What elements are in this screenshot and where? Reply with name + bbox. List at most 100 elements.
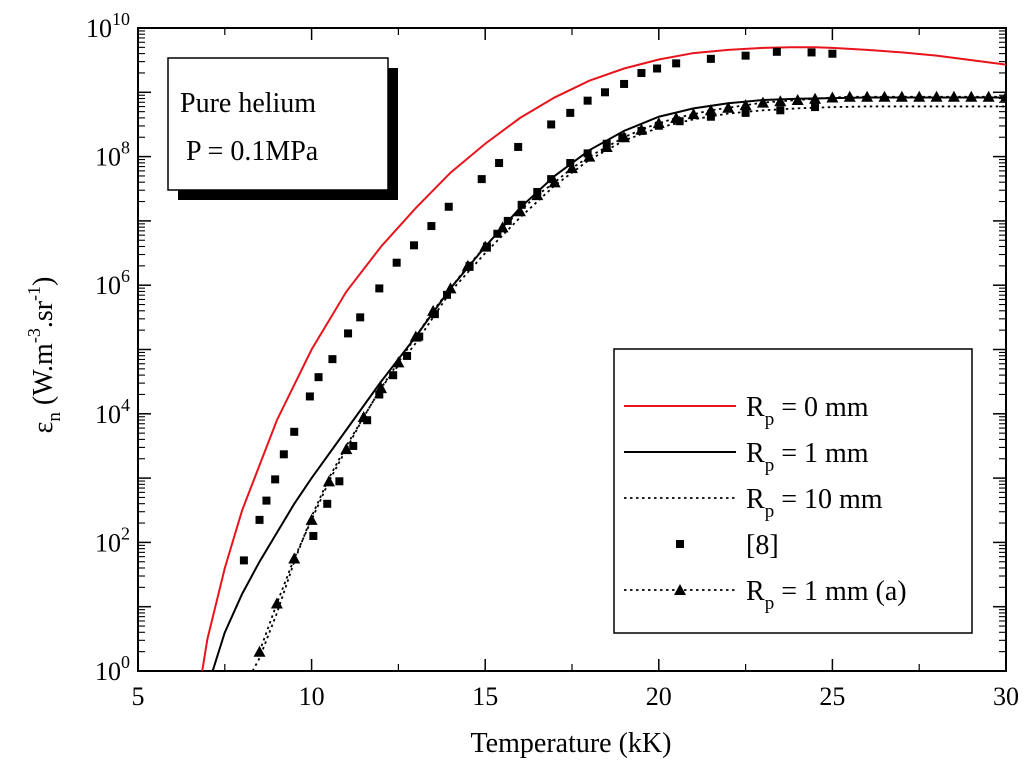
data-point-ref8 xyxy=(653,64,662,73)
data-point-ref8 xyxy=(566,108,575,117)
data-point-rp1a xyxy=(722,101,735,113)
data-point-rp1a xyxy=(652,117,665,129)
data-point-rp1a xyxy=(375,382,388,394)
data-point-rp1a xyxy=(635,123,648,135)
data-point-ref8 xyxy=(290,427,299,436)
data-point-ref8 xyxy=(279,450,288,459)
y-tick-label: 104 xyxy=(95,395,130,429)
legend-label-rest: = 1 mm xyxy=(774,438,869,469)
data-point-rp1a xyxy=(704,104,717,116)
data-point-ref8 xyxy=(547,175,556,184)
data-point-ref8 xyxy=(427,222,436,231)
data-point-ref8 xyxy=(356,313,365,322)
data-point-ref8 xyxy=(410,241,419,250)
legend-item-ref8: [8] xyxy=(676,530,779,561)
data-point-ref8 xyxy=(583,149,592,158)
data-point-ref8 xyxy=(514,142,523,151)
data-point-ref8 xyxy=(776,106,785,115)
data-point-ref8 xyxy=(389,371,398,380)
series-line-rp0 xyxy=(201,46,1006,671)
data-point-rp1a xyxy=(670,112,683,124)
data-point-ref8 xyxy=(637,69,646,78)
legend-item-rp10: Rp = 10 mm xyxy=(624,484,883,522)
x-tick-label: 5 xyxy=(132,682,145,711)
data-point-rp1a xyxy=(305,513,318,525)
data-point-rp1a xyxy=(496,221,509,233)
data-point-ref8 xyxy=(349,441,358,450)
annotation-box: Pure helium P = 0.1MPa xyxy=(167,57,398,200)
y-axis-title: εn (W.m-3.sr-1) xyxy=(24,277,65,434)
data-point-ref8 xyxy=(271,475,280,484)
legend-item-rp1: Rp = 1 mm xyxy=(624,438,869,476)
data-point-ref8 xyxy=(566,159,575,168)
data-point-ref8 xyxy=(403,351,412,360)
y-tick-base: 10 xyxy=(95,271,121,300)
data-point-rp1a xyxy=(583,150,596,162)
data-point-ref8 xyxy=(375,284,384,293)
data-point-ref8 xyxy=(672,59,681,68)
data-point-rp1a xyxy=(756,96,769,108)
data-point-rp1a xyxy=(548,176,561,188)
data-point-ref8 xyxy=(375,390,384,399)
x-tick-label: 15 xyxy=(472,682,498,711)
data-point-ref8 xyxy=(323,499,332,508)
data-point-rp1a xyxy=(409,330,422,342)
data-point-ref8 xyxy=(547,120,556,129)
data-point-ref8 xyxy=(335,477,344,486)
y-tick-exponent: 10 xyxy=(112,9,130,29)
legend-label-main: R xyxy=(746,484,765,515)
data-point-rp1a xyxy=(444,282,457,294)
legend-label-main: R xyxy=(746,392,765,423)
data-point-ref8 xyxy=(772,47,781,56)
y-tick-exponent: 8 xyxy=(121,138,130,158)
data-point-ref8 xyxy=(706,112,715,121)
data-point-ref8 xyxy=(314,373,323,382)
x-tick-label: 25 xyxy=(819,682,845,711)
y-tick-exponent: 6 xyxy=(121,266,130,286)
data-point-rp1a xyxy=(930,90,943,102)
legend-label-rest: = 10 mm xyxy=(774,484,883,515)
data-point-ref8 xyxy=(741,51,750,60)
data-point-ref8 xyxy=(828,49,837,58)
x-tick-label: 30 xyxy=(993,682,1019,711)
legend-marker-ref8 xyxy=(676,540,684,548)
data-point-ref8 xyxy=(262,496,271,505)
data-point-rp1a xyxy=(913,90,926,102)
legend-label-rp0: Rp = 0 mm xyxy=(746,392,869,430)
x-tick-label: 10 xyxy=(299,682,325,711)
data-point-rp1a xyxy=(513,205,526,217)
data-point-ref8 xyxy=(807,48,816,57)
annotation-line1: Pure helium xyxy=(180,88,316,119)
data-point-ref8 xyxy=(443,290,452,299)
data-point-ref8 xyxy=(517,200,526,209)
data-point-rp1a xyxy=(566,162,578,174)
data-point-rp1a xyxy=(357,411,370,423)
data-point-rp1a xyxy=(843,90,856,102)
x-axis-ticks: 5 10 15 20 25 30 xyxy=(132,28,1019,711)
y-tick-label: 1010 xyxy=(86,9,130,43)
legend-label-sub: p xyxy=(765,409,775,430)
y-tick-base: 10 xyxy=(95,143,121,172)
legend-label-rp1: Rp = 1 mm xyxy=(746,438,869,476)
legend-label-sub: p xyxy=(765,501,775,522)
y-tick-exponent: 0 xyxy=(121,652,130,672)
series-rp1a xyxy=(253,90,1006,657)
y-tick-base: 10 xyxy=(95,657,121,686)
y-tick-base: 10 xyxy=(95,528,121,557)
y-tick-exponent: 2 xyxy=(121,523,130,543)
legend-label-main: [8] xyxy=(746,530,779,561)
y-tick-label: 106 xyxy=(95,266,130,300)
legend-label-rest: = 1 mm (a) xyxy=(774,576,906,607)
data-point-rp1a xyxy=(809,92,822,104)
data-point-ref8 xyxy=(444,202,453,211)
data-point-rp1a xyxy=(739,99,752,111)
data-point-ref8 xyxy=(811,103,820,112)
y-tick-label: 100 xyxy=(95,652,130,686)
data-point-ref8 xyxy=(477,175,486,184)
y-tick-exponent: 4 xyxy=(121,395,130,415)
y-title-sup1: -3 xyxy=(24,328,44,343)
data-point-ref8 xyxy=(583,96,592,105)
legend-label-main: R xyxy=(746,438,765,469)
